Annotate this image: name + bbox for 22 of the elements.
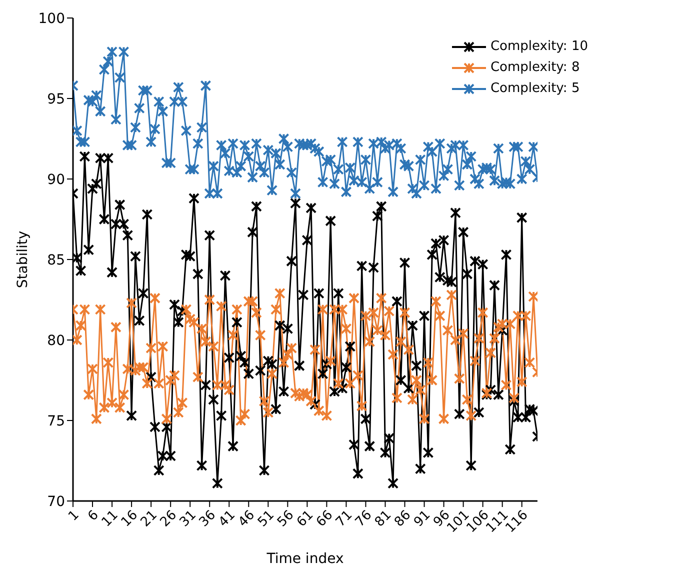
x-tick-label: 11 bbox=[99, 508, 122, 530]
x-tick-label: 16 bbox=[118, 508, 141, 530]
legend-label: Complexity: 8 bbox=[490, 60, 580, 75]
x-axis-title: Time index bbox=[266, 551, 344, 567]
y-tick-label: 100 bbox=[38, 10, 65, 27]
x-tick-label: 36 bbox=[196, 508, 219, 530]
y-tick-label: 80 bbox=[47, 332, 65, 349]
x-tick-label: 31 bbox=[177, 508, 200, 530]
y-tick-label: 90 bbox=[47, 172, 65, 188]
x-tick-label: 41 bbox=[216, 508, 238, 530]
legend-label: Complexity: 10 bbox=[490, 39, 588, 54]
y-tick-label: 70 bbox=[47, 494, 65, 510]
x-tick-label: 21 bbox=[138, 508, 160, 530]
x-tick-label: 6 bbox=[85, 508, 102, 524]
x-tick-label: 46 bbox=[236, 508, 258, 530]
y-axis-title: Stability bbox=[14, 230, 31, 288]
y-tick-label: 85 bbox=[47, 252, 65, 268]
x-tick-label: 1 bbox=[66, 508, 82, 524]
x-tick-label: 26 bbox=[158, 508, 180, 530]
legend-label: Complexity: 5 bbox=[490, 81, 580, 96]
y-tick-label: 75 bbox=[47, 413, 65, 430]
y-tick-label: 95 bbox=[47, 91, 65, 108]
